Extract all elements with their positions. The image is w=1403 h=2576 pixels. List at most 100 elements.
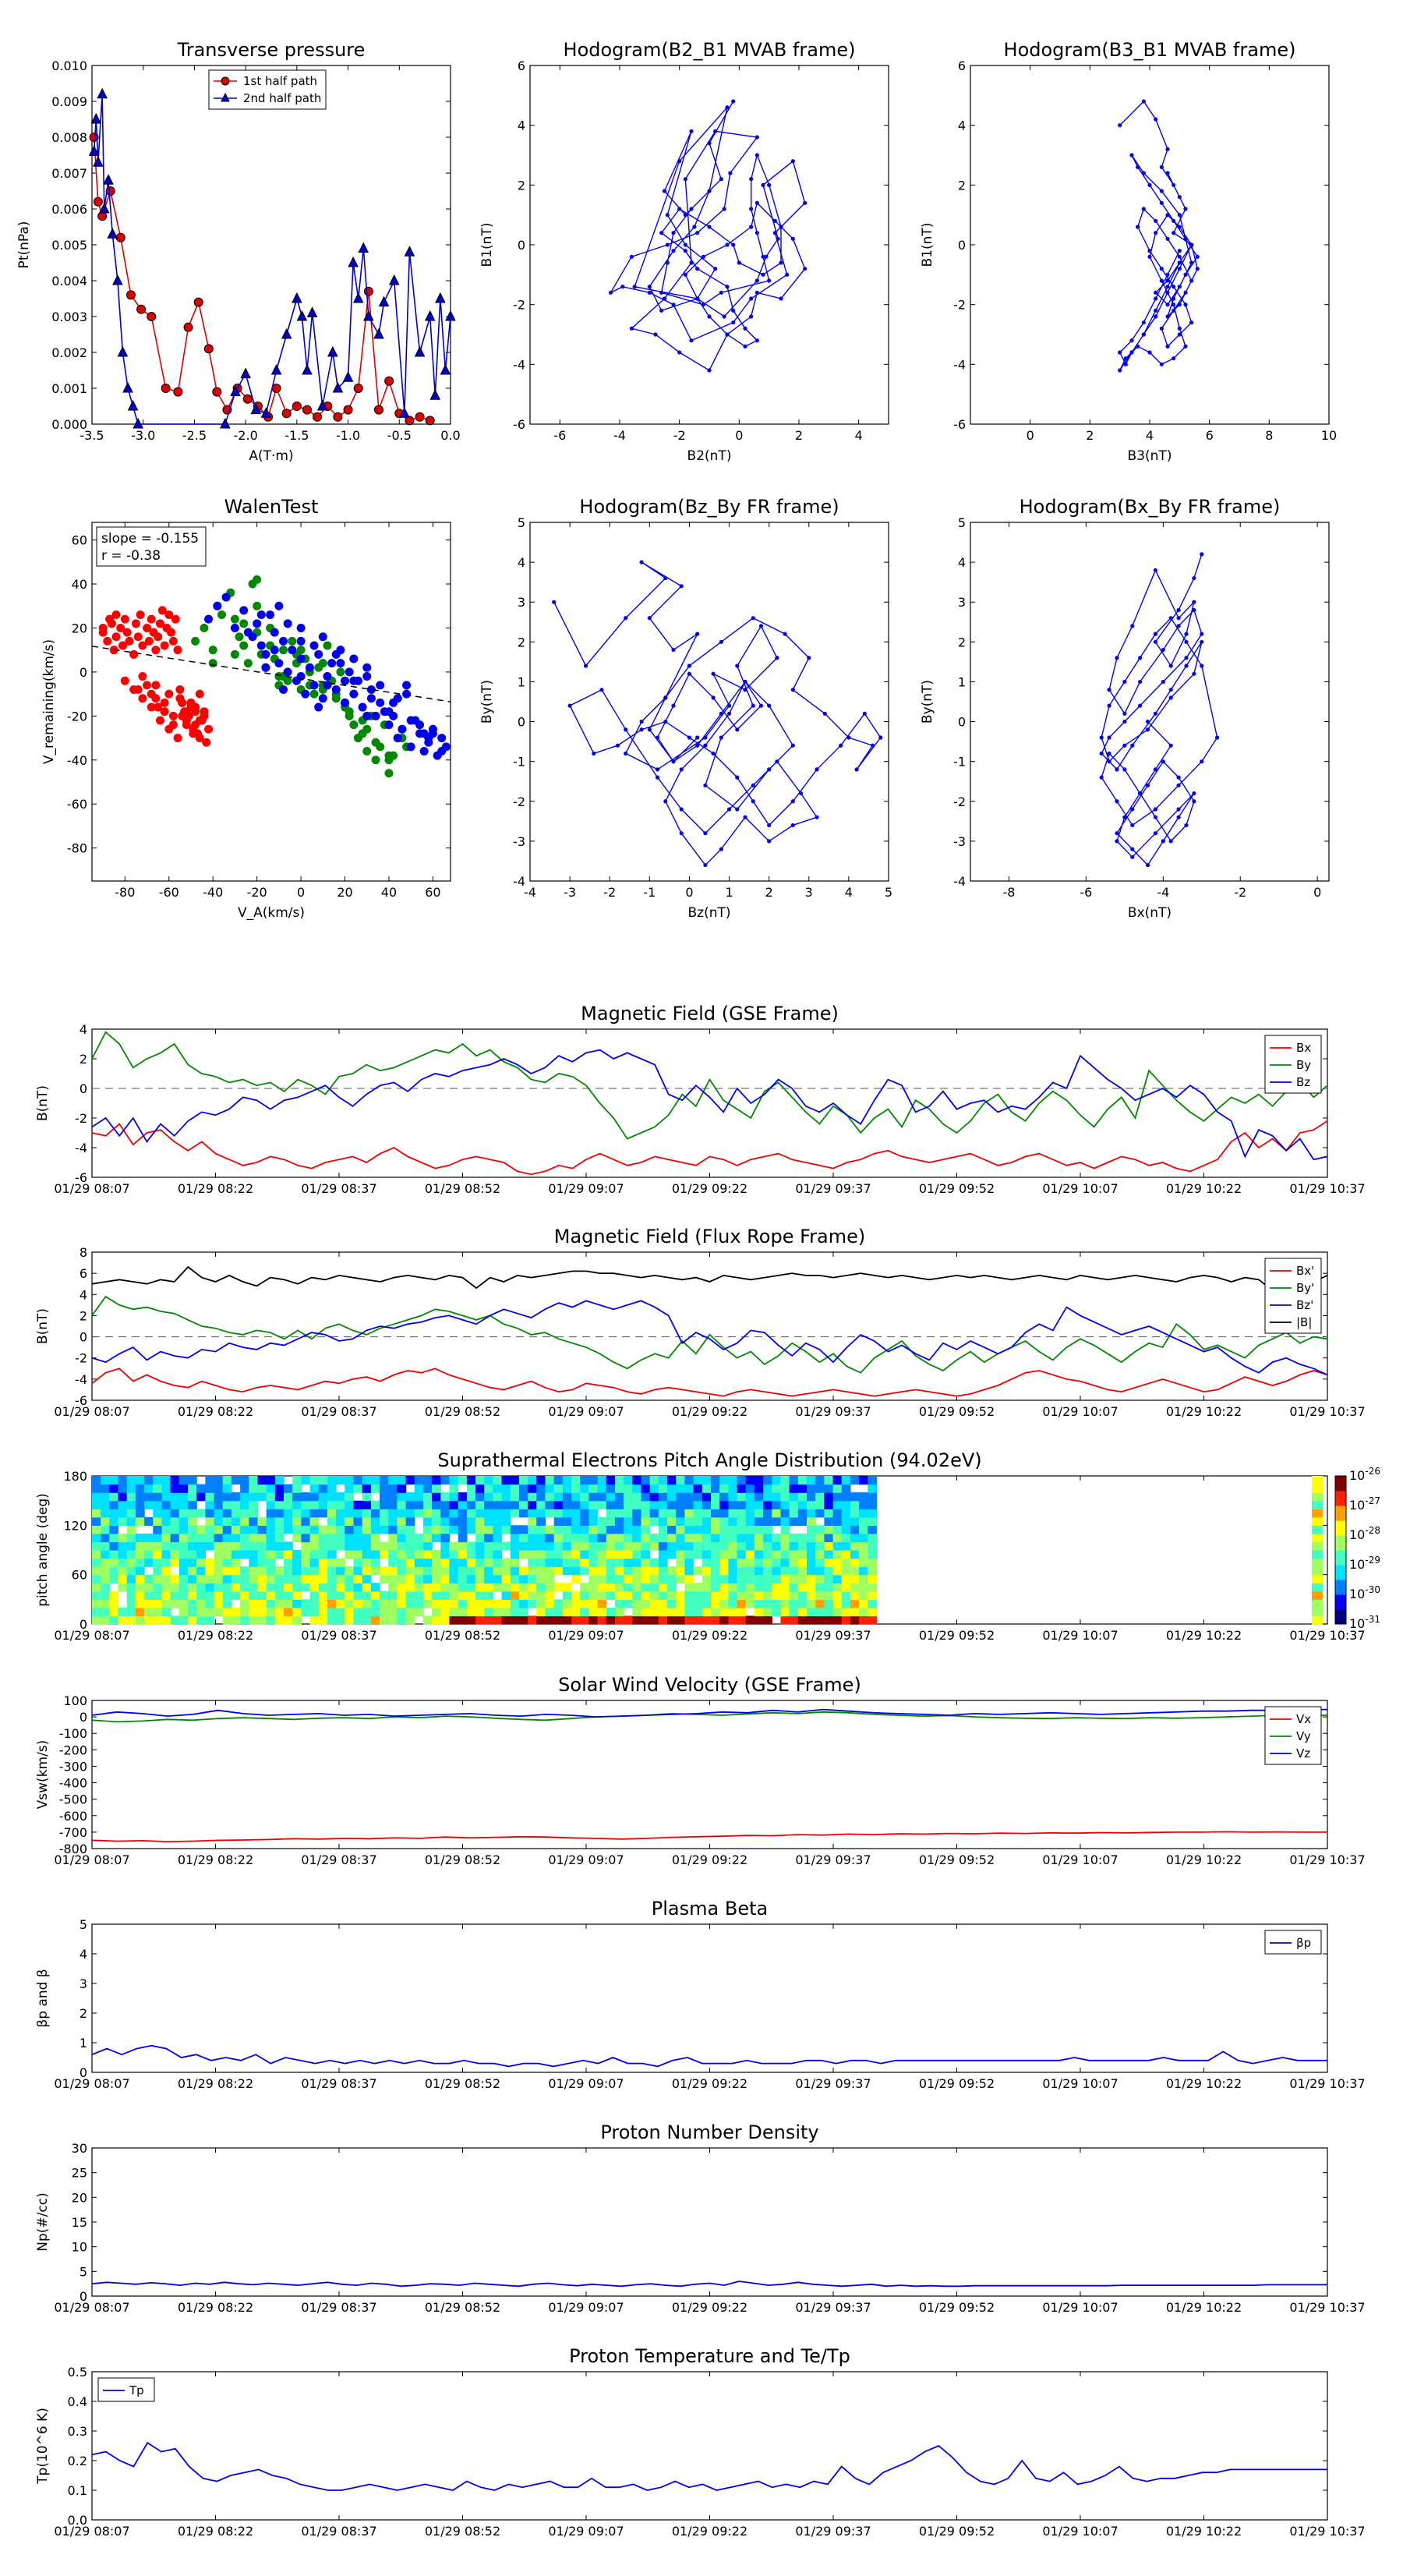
data-point	[689, 129, 694, 133]
heatmap-cell	[588, 1615, 599, 1625]
heatmap-cell	[728, 1599, 738, 1608]
heatmap-cell	[153, 1566, 163, 1576]
heatmap-cell	[624, 1492, 633, 1502]
heatmap-cell	[632, 1566, 642, 1576]
heatmap-cell	[859, 1541, 868, 1551]
data-point	[711, 671, 716, 676]
heatmap-cell	[353, 1599, 363, 1608]
y-tick-label: -400	[59, 1776, 87, 1791]
heatmap-cell	[405, 1492, 415, 1502]
heatmap-cell	[711, 1476, 720, 1485]
heatmap-cell	[274, 1615, 284, 1625]
data-point-triangle	[302, 363, 313, 375]
heatmap-cell	[832, 1574, 843, 1583]
y-tick-label: 25	[72, 2166, 87, 2181]
heatmap-cell	[309, 1525, 320, 1534]
heatmap-cell	[274, 1583, 284, 1592]
heatmap-cell	[763, 1583, 772, 1592]
heatmap-cell	[240, 1599, 249, 1608]
time-tick-label: 01/29 09:07	[548, 1852, 624, 1867]
heatmap-cell	[624, 1533, 633, 1543]
heatmap-cell	[370, 1591, 380, 1600]
heatmap-cell	[719, 1583, 729, 1592]
legend-box	[97, 2377, 155, 2402]
heatmap-cell	[859, 1533, 868, 1543]
heatmap-cell	[658, 1492, 668, 1502]
legend-label: Tp	[129, 2383, 144, 2397]
heatmap-cell	[178, 1484, 189, 1493]
heatmap-cell	[188, 1525, 197, 1534]
heatmap-cell	[240, 1516, 249, 1526]
data-point	[639, 727, 644, 732]
heatmap-cell	[222, 1558, 232, 1567]
heatmap-cell	[92, 1550, 101, 1559]
data-point	[695, 267, 700, 271]
data-point	[1172, 356, 1176, 361]
heatmap-cell	[318, 1550, 328, 1559]
time-tick-label: 01/29 08:37	[301, 1181, 376, 1196]
data-point	[725, 332, 730, 337]
heatmap-cell	[205, 1599, 215, 1608]
data-point	[839, 743, 843, 748]
heatmap-cell	[588, 1492, 599, 1502]
data-point-triangle	[220, 417, 231, 429]
data-point	[1165, 344, 1170, 349]
heatmap-cell	[274, 1591, 284, 1600]
legend-label: By'	[1296, 1281, 1314, 1295]
heatmap-cell	[797, 1583, 808, 1592]
x-tick-label: -6	[553, 428, 566, 443]
heatmap-cell	[257, 1550, 267, 1559]
heatmap-cell	[1312, 1500, 1323, 1509]
heatmap-cell	[553, 1516, 564, 1526]
heatmap-cell	[684, 1566, 694, 1576]
heatmap-cell	[615, 1541, 624, 1551]
heatmap-cell	[423, 1500, 433, 1509]
heatmap-cell	[545, 1566, 555, 1576]
heatmap-cell	[519, 1550, 528, 1559]
heatmap-cell	[588, 1533, 599, 1543]
heatmap-cell	[815, 1583, 825, 1592]
heatmap-cell	[423, 1476, 433, 1485]
heatmap-cell	[606, 1615, 616, 1625]
heatmap-cell	[1312, 1591, 1323, 1600]
y-tick-label: -4	[953, 357, 966, 372]
data-point	[815, 767, 819, 772]
heatmap-cell	[345, 1566, 355, 1576]
x-tick-label: 0.0	[440, 428, 460, 443]
data-point	[751, 616, 755, 621]
heatmap-cell	[815, 1484, 825, 1493]
time-tick-label: 01/29 10:37	[1289, 1181, 1365, 1196]
heatmap-cell	[284, 1516, 293, 1526]
heatmap-cell	[92, 1525, 101, 1534]
scatter-point	[164, 610, 174, 620]
heatmap-cell	[571, 1607, 581, 1617]
heatmap-cell	[144, 1500, 154, 1509]
heatmap-cell	[101, 1476, 110, 1485]
heatmap-cell	[649, 1574, 659, 1583]
heatmap-cell	[797, 1566, 808, 1576]
heatmap-cell	[528, 1516, 537, 1526]
data-point	[1118, 368, 1122, 373]
heatmap-cell	[345, 1550, 355, 1559]
heatmap-cell	[850, 1583, 860, 1592]
plot-frame	[91, 2371, 1328, 2521]
heatmap-cell	[850, 1541, 860, 1551]
heatmap-cell	[658, 1583, 668, 1592]
heatmap-cell	[588, 1476, 599, 1485]
heatmap-cell	[178, 1591, 189, 1600]
heatmap-cell	[188, 1558, 197, 1567]
heatmap-cell	[284, 1525, 293, 1534]
heatmap-cell	[301, 1525, 311, 1534]
data-point	[749, 314, 754, 319]
heatmap-cell	[214, 1558, 224, 1567]
data-point-circle	[125, 290, 136, 300]
x-tick-label: -80	[115, 885, 135, 900]
heatmap-cell	[414, 1574, 424, 1583]
heatmap-cell	[667, 1615, 677, 1625]
heatmap-cell	[240, 1509, 249, 1518]
heatmap-cell	[868, 1615, 878, 1625]
heatmap-cell	[353, 1525, 363, 1534]
heatmap-cell	[588, 1566, 599, 1576]
heatmap-cell	[737, 1566, 747, 1576]
heatmap-cell	[109, 1591, 119, 1600]
